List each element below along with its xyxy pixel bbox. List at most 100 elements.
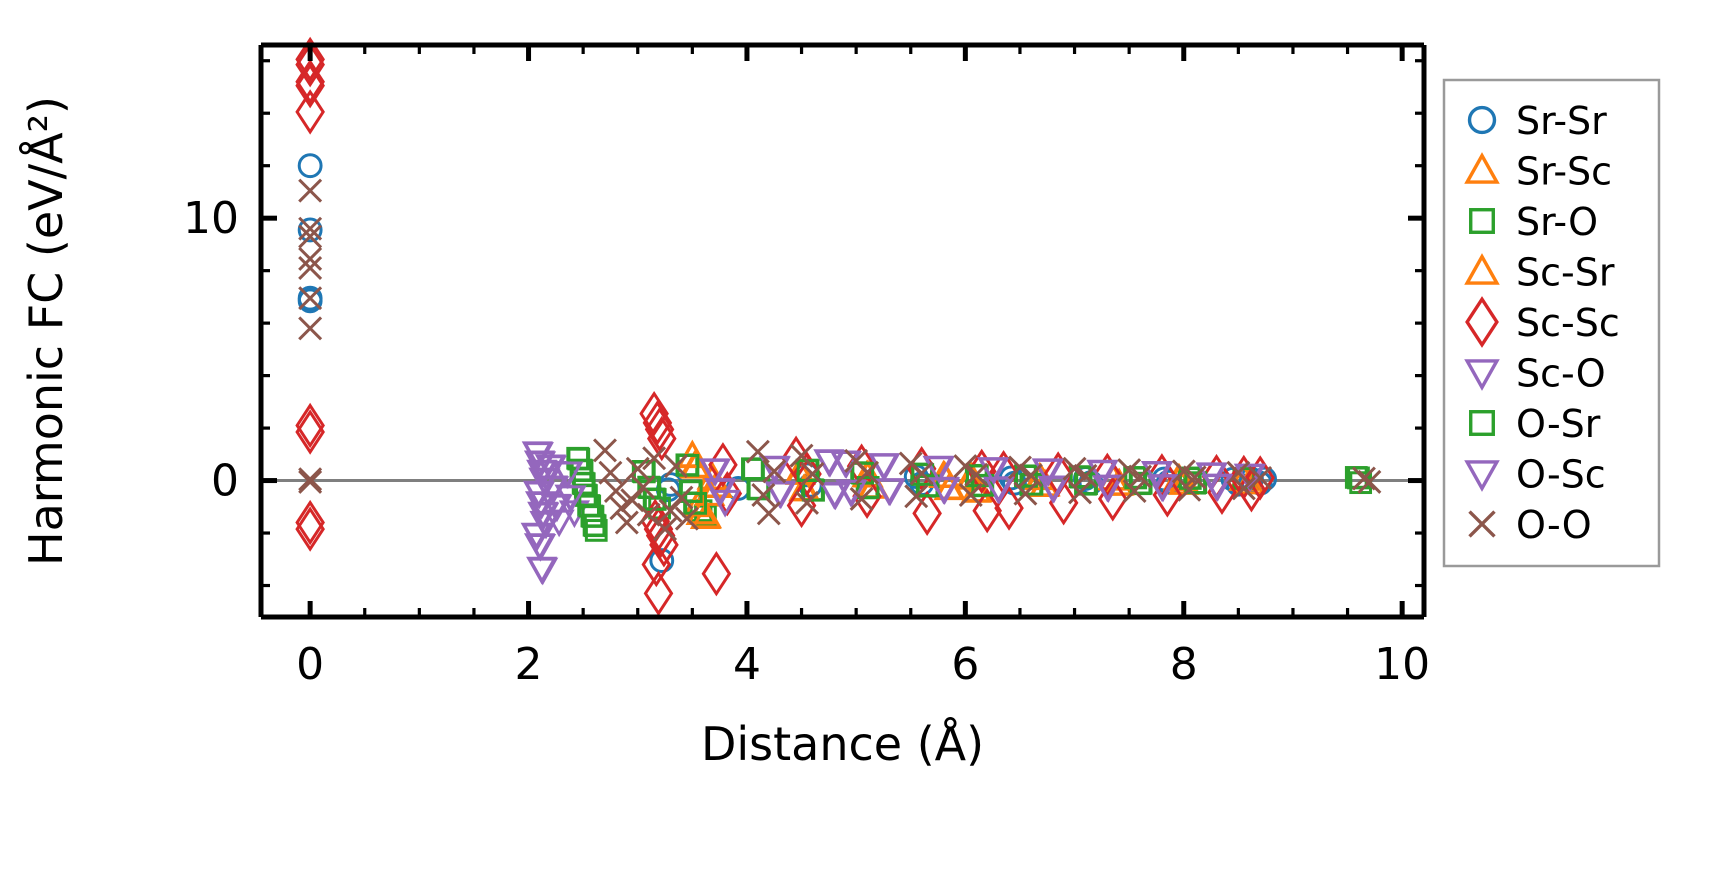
data-point [1347, 466, 1370, 490]
legend-item-sc-sc[interactable]: Sc-Sc [1448, 296, 1655, 348]
data-point [1152, 472, 1183, 518]
data-point [295, 409, 325, 455]
x-tick-label: 8 [1170, 639, 1198, 690]
data-point [819, 482, 851, 511]
y-axis-ticks [261, 59, 1424, 588]
data-point [298, 178, 323, 203]
data-point [297, 153, 323, 179]
data-point [522, 442, 554, 470]
data-point [598, 460, 623, 485]
data-point [1357, 469, 1382, 494]
data-point [641, 541, 672, 588]
data-point [836, 479, 868, 508]
data-point [528, 502, 560, 531]
data-point [1068, 480, 1092, 505]
legend-marker-triangle-down-icon [1464, 359, 1500, 391]
legend-item-sr-o[interactable]: Sr-O [1448, 199, 1655, 244]
x-tick-label: 2 [515, 639, 543, 690]
data-point [909, 461, 934, 486]
data-point [699, 458, 731, 487]
data-point [800, 462, 825, 486]
data-point [762, 459, 787, 484]
data-point [298, 286, 323, 311]
legend-marker-square-icon [1469, 410, 1495, 436]
data-point [745, 439, 770, 464]
data-point [1038, 475, 1070, 504]
data-point [701, 551, 732, 597]
data-point [789, 443, 814, 468]
data-point [295, 41, 325, 88]
data-point [680, 450, 712, 479]
legend-label: Sc-Sc [1516, 301, 1620, 345]
data-point [856, 476, 880, 499]
legend-item-o-o[interactable]: O-O [1448, 502, 1655, 547]
data-point [964, 462, 989, 487]
data-point [802, 478, 825, 502]
legend-item-o-sr[interactable]: O-Sr [1448, 401, 1655, 446]
data-point [759, 456, 791, 485]
y-axis-label-group: Harmonic FC (eV/Å²) [19, 96, 73, 566]
data-point [916, 474, 940, 498]
data-point [552, 461, 584, 490]
data-point [541, 494, 573, 523]
data-point [638, 476, 662, 500]
data-point [849, 486, 874, 511]
data-point [625, 456, 650, 481]
data-point [1236, 467, 1267, 513]
data-point [570, 459, 594, 482]
data-point [1182, 465, 1207, 490]
data-point [658, 498, 683, 523]
data-point [1117, 458, 1142, 483]
data-point [1092, 475, 1124, 503]
x-tick-label: 0 [296, 639, 324, 690]
data-point [524, 533, 557, 562]
data-point [297, 217, 323, 243]
data-point [295, 89, 325, 135]
data-point [1184, 471, 1208, 495]
data-point [705, 478, 737, 507]
x-axis-ticks [307, 45, 1405, 617]
data-point [631, 475, 656, 500]
data-point [679, 480, 703, 503]
legend-item-sc-sr[interactable]: Sc-Sr [1448, 250, 1655, 295]
data-point [983, 476, 1015, 505]
data-point [855, 460, 880, 485]
data-point [298, 467, 323, 492]
data-point [690, 500, 723, 529]
legend-marker-triangle-down-icon [1464, 460, 1500, 492]
legend-label: Sr-Sr [1516, 99, 1607, 143]
data-point [295, 499, 325, 546]
data-point [295, 59, 325, 105]
data-point [1018, 463, 1043, 488]
data-point [669, 485, 694, 510]
data-point [639, 390, 669, 437]
axes-spines [258, 42, 1427, 620]
data-point [1124, 466, 1148, 490]
legend-marker-triangle-up-icon [1464, 152, 1500, 184]
data-point [868, 453, 901, 482]
legend-item-sr-sr[interactable]: Sr-Sr [1448, 98, 1655, 143]
data-point [1013, 481, 1038, 506]
data-point [795, 490, 819, 515]
data-point [298, 316, 323, 341]
legend-label: Sc-O [1516, 352, 1606, 396]
legend-item-sr-sc[interactable]: Sr-Sc [1448, 149, 1655, 194]
data-point [614, 510, 639, 535]
data-point [904, 484, 929, 509]
legend-item-o-sc[interactable]: O-Sc [1448, 452, 1655, 497]
legend-label: Sc-Sr [1516, 251, 1615, 295]
data-point [642, 400, 673, 446]
data-point [1069, 465, 1093, 489]
data-point [923, 456, 955, 485]
plot-area-background [261, 45, 1424, 617]
data-point [1062, 456, 1087, 481]
data-point [298, 224, 323, 249]
data-point [1171, 459, 1196, 484]
data-point [709, 489, 741, 518]
x-tick-label: 6 [951, 639, 979, 690]
data-point [593, 438, 617, 463]
data-point [298, 469, 323, 494]
data-point [1073, 463, 1098, 488]
legend-item-sc-o[interactable]: Sc-O [1448, 351, 1655, 396]
